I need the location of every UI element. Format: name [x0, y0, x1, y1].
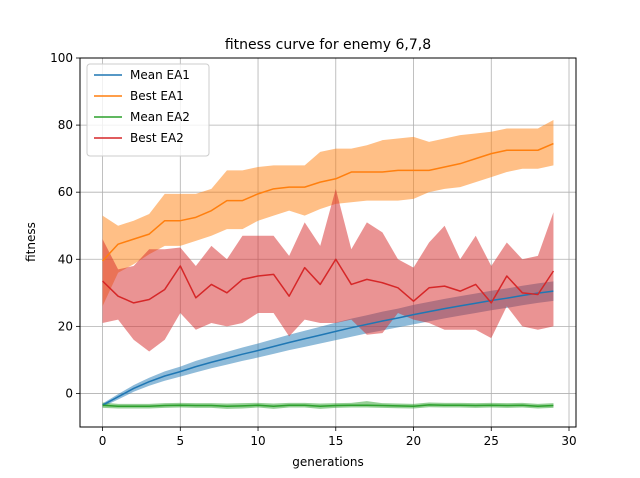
x-axis-ticks: 0 5 10 15 20 25 30 [99, 427, 577, 448]
y-axis-label: fitness [24, 222, 38, 262]
x-axis-label: generations [292, 455, 364, 469]
best-ea2-line [102, 258, 555, 304]
best-ea2-band [102, 188, 554, 352]
y-tick-label: 20 [58, 319, 73, 333]
chart-title: fitness curve for enemy 6,7,8 [225, 37, 431, 53]
y-tick-label: 100 [50, 51, 73, 65]
x-tick-label: 30 [561, 434, 576, 448]
y-tick-label: 80 [58, 118, 73, 132]
x-tick-label: 25 [484, 434, 499, 448]
y-axis-ticks: 0 20 40 60 80 100 [50, 51, 80, 400]
legend-label-best-ea1: Best EA1 [130, 89, 184, 103]
plot-frame [79, 57, 577, 428]
legend-frame [86, 63, 210, 157]
y-tick-label: 0 [65, 386, 73, 400]
legend-label-mean-ea1: Mean EA1 [130, 68, 190, 82]
legend-label-mean-ea2: Mean EA2 [130, 110, 190, 124]
x-tick-label: 15 [328, 434, 343, 448]
x-tick-label: 5 [176, 434, 184, 448]
y-tick-label: 60 [58, 185, 73, 199]
legend-label-best-ea2: Best EA2 [130, 131, 184, 145]
y-tick-label: 40 [58, 252, 73, 266]
mean-ea2-line [102, 404, 554, 407]
best-ea1-line [101, 142, 554, 262]
mean-ea1-line [102, 290, 554, 406]
x-tick-label: 10 [250, 434, 265, 448]
x-tick-label: 20 [406, 434, 421, 448]
confidence-bands [102, 120, 554, 409]
mean-ea2-band [102, 401, 554, 409]
series-lines [101, 142, 555, 407]
legend: Mean EA1 Best EA1 Mean EA2 Best EA2 [86, 63, 210, 157]
best-ea1-band [102, 120, 554, 307]
x-tick-label: 0 [99, 434, 107, 448]
